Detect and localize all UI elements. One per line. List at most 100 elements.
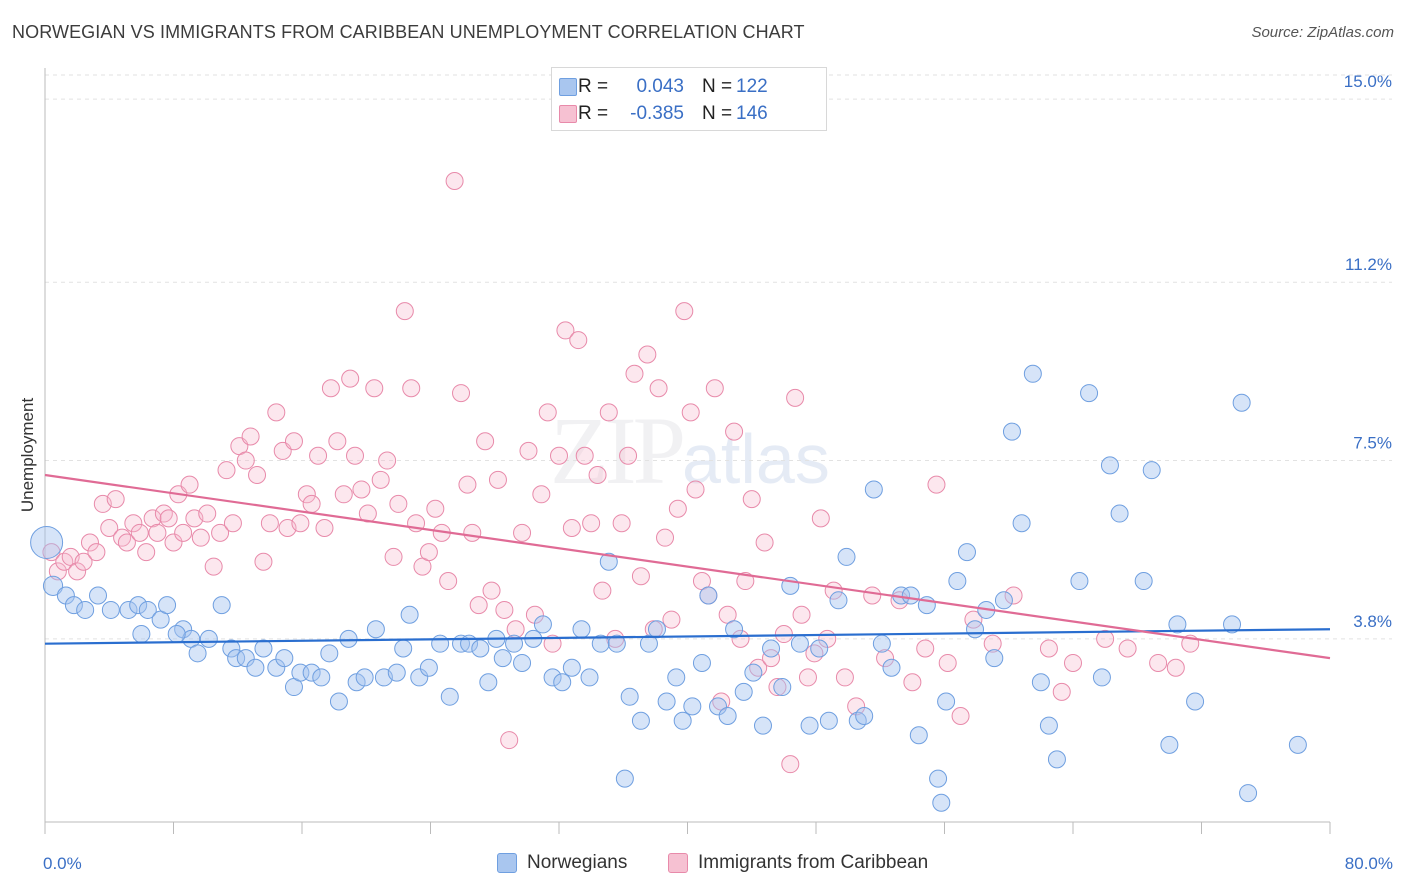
caribbean-point — [80, 533, 99, 552]
norwegian-point — [957, 543, 976, 562]
caribbean-point — [100, 519, 119, 538]
caribbean-point — [48, 562, 67, 581]
y-tick-label: 11.2% — [1345, 255, 1392, 274]
norwegian-point — [673, 711, 692, 730]
norwegian-point — [138, 600, 157, 619]
caribbean-point — [315, 519, 334, 538]
caribbean-point — [755, 533, 774, 552]
caribbean-point — [341, 369, 360, 388]
norwegian-point — [493, 649, 512, 668]
caribbean-point — [513, 523, 532, 542]
caribbean-point — [668, 499, 687, 518]
norwegian-point — [657, 692, 676, 711]
caribbean-point — [876, 649, 895, 668]
caribbean-point — [543, 634, 562, 653]
caribbean-point — [137, 543, 156, 562]
caribbean-point — [254, 552, 273, 571]
caribbean-point — [582, 514, 601, 533]
norwegian-point — [222, 639, 241, 658]
norwegian-point — [30, 525, 64, 559]
caribbean-point — [204, 557, 223, 576]
norwegian-point — [158, 596, 177, 615]
caribbean-point — [725, 422, 744, 441]
chart-title: NORWEGIAN VS IMMIGRANTS FROM CARIBBEAN U… — [12, 22, 805, 42]
caribbean-point — [649, 379, 668, 398]
caribbean-point — [346, 446, 365, 465]
caribbean-point — [365, 379, 384, 398]
caribbean-point — [1039, 639, 1058, 658]
caribbean-point — [575, 446, 594, 465]
legend-row-caribbean: R = -0.385 N = 146 — [559, 102, 768, 126]
norwegian-point — [188, 644, 207, 663]
norwegian-point — [1160, 735, 1179, 754]
norwegian-point — [1070, 572, 1089, 591]
caribbean-point — [321, 379, 340, 398]
legend-swatch-blue — [559, 78, 577, 96]
norwegian-point — [562, 658, 581, 677]
bottom-legend-caribbean: Immigrants from Caribbean — [668, 852, 928, 874]
caribbean-point — [983, 634, 1002, 653]
caribbean-point — [198, 504, 217, 523]
caribbean-point — [1166, 658, 1185, 677]
caribbean-point — [656, 528, 675, 547]
caribbean-point — [588, 466, 607, 485]
caribbean-point — [384, 547, 403, 566]
norwegian-point — [753, 716, 772, 735]
caribbean-point — [211, 523, 230, 542]
caribbean-point — [916, 639, 935, 658]
caribbean-point — [458, 475, 477, 494]
caribbean-point — [631, 567, 650, 586]
norwegian-point — [1288, 735, 1307, 754]
norwegian-point — [985, 649, 1004, 668]
norwegian-point — [355, 668, 374, 687]
norwegian-point — [275, 649, 294, 668]
caribbean-point — [87, 543, 106, 562]
caribbean-point — [964, 610, 983, 629]
caribbean-point — [731, 629, 750, 648]
norwegian-point — [227, 649, 246, 668]
norwegian-point — [837, 547, 856, 566]
norwegian-point — [937, 692, 956, 711]
norwegian-point — [312, 668, 331, 687]
legend-r-value: 0.043 — [636, 76, 684, 97]
norwegian-point — [667, 668, 686, 687]
norwegian-point — [254, 639, 273, 658]
norwegian-point — [948, 572, 967, 591]
caribbean-point — [562, 519, 581, 538]
caribbean-point — [68, 562, 87, 581]
norwegian-point — [1047, 750, 1066, 769]
norwegian-point — [1110, 504, 1129, 523]
caribbean-point — [148, 523, 167, 542]
caribbean-point — [402, 379, 421, 398]
norwegian-point — [709, 697, 728, 716]
norwegian-trendline — [44, 628, 1331, 645]
norwegian-point — [366, 620, 385, 639]
caribbean-point — [389, 494, 408, 513]
norwegian-point — [810, 639, 829, 658]
caribbean-point — [638, 345, 657, 364]
caribbean-point — [395, 302, 414, 321]
norwegian-point — [64, 596, 83, 615]
caribbean-point — [117, 533, 136, 552]
caribbean-point — [1149, 653, 1168, 672]
caribbean-point — [1064, 653, 1082, 672]
norwegian-point — [1039, 716, 1058, 735]
caribbean-point — [538, 403, 557, 422]
norwegian-point — [929, 769, 948, 788]
norwegian-point — [199, 629, 218, 648]
norwegian-point — [1168, 615, 1187, 634]
norwegian-point — [762, 639, 781, 658]
caribbean-point — [143, 509, 162, 528]
norwegian-point — [855, 706, 874, 725]
caribbean-point — [302, 494, 321, 513]
watermark-zip: ZIP — [550, 397, 686, 504]
x-tick-label: 80.0% — [1345, 854, 1393, 873]
norwegian-point — [236, 649, 255, 668]
norwegian-point — [1232, 393, 1251, 412]
caribbean-point — [352, 480, 371, 499]
norwegian-point — [1142, 461, 1161, 480]
norwegian-point — [572, 620, 591, 639]
norwegian-point — [872, 634, 891, 653]
norwegian-point — [631, 711, 650, 730]
legend-n-label: N = — [702, 103, 733, 124]
